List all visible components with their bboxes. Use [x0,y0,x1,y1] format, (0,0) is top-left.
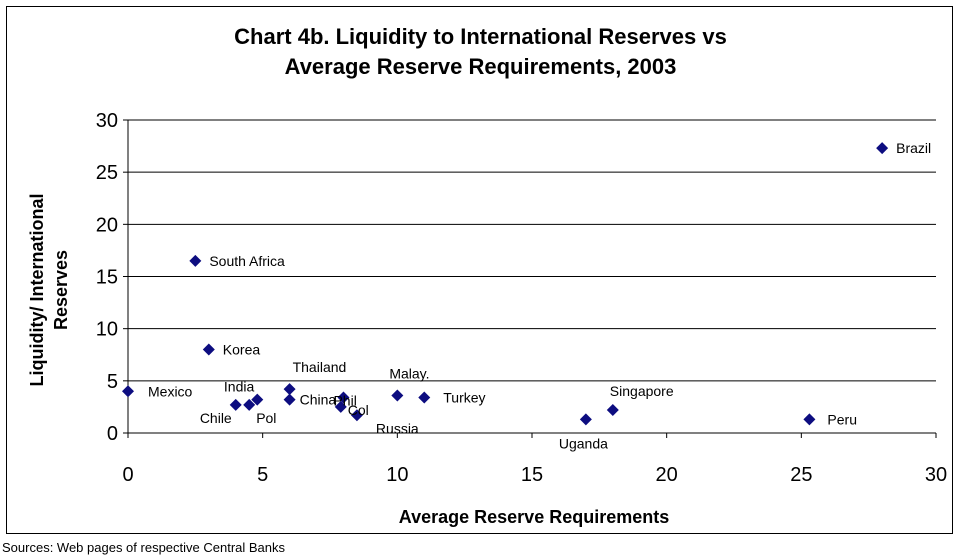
x-tick-label: 10 [386,464,408,486]
y-tick-label: 25 [96,162,118,184]
point-label: Russia [376,420,419,436]
point-label: Mexico [148,383,193,399]
y-axis-label-line2: Reserves [51,250,71,330]
point-label: Malay. [389,365,429,381]
x-tick-labels: 0 5 10 15 20 25 30 [122,464,947,486]
y-tick-label: 20 [96,214,118,236]
data-point [579,413,592,426]
y-tick-label: 0 [107,423,118,445]
data-point [606,404,619,417]
data-point [189,254,202,267]
x-tick-label: 15 [521,464,543,486]
data-points [122,142,889,426]
data-point [229,398,242,411]
data-point [876,142,889,155]
point-label: Singapore [610,383,674,399]
point-label: Phil [333,393,356,409]
point-label: Peru [827,411,857,427]
y-tick-label: 15 [96,267,118,289]
data-point [350,409,363,422]
y-axis-label: Liquidity/ International Reserves [27,194,71,387]
chart-frame [6,6,953,534]
point-label: Turkey [443,390,485,406]
point-labels: Brazil South Africa Korea Mexico Thailand Ind… [148,140,931,451]
point-label: India [224,379,255,395]
data-point [202,343,215,356]
data-point [418,391,431,404]
data-point [803,413,816,426]
point-label: Chile [200,410,232,426]
x-tick-label: 25 [790,464,812,486]
point-label: Korea [223,342,261,358]
x-axis-label: Average Reserve Requirements [399,507,669,527]
point-label: Col [348,402,369,418]
x-tick-label: 0 [122,464,133,486]
point-label: Thailand [293,359,347,375]
chart-title: Chart 4b. Liquidity to International Res… [0,22,961,82]
x-tick-label: 30 [925,464,947,486]
y-tick-label: 5 [107,371,118,393]
point-label: Pol [256,410,276,426]
point-label: Uganda [559,435,608,451]
data-point [283,383,296,396]
data-point [122,385,134,398]
data-point [334,400,347,413]
y-axis-label-line1: Liquidity/ International [27,194,47,387]
y-tick-label: 10 [96,319,118,341]
x-tick-label: 5 [257,464,268,486]
gridlines [128,119,936,382]
data-point [391,389,404,402]
data-point [243,398,256,411]
x-tick-label: 20 [656,464,678,486]
point-label: Brazil [896,140,931,156]
chart-title-line2: Average Reserve Requirements, 2003 [284,54,677,79]
y-tick-label: 30 [96,110,118,132]
data-point [283,393,296,406]
data-point [251,393,264,406]
data-point [337,391,350,404]
point-label: China [300,392,337,408]
axes [123,119,937,438]
point-label: South Africa [209,253,285,269]
y-tick-labels: 0 5 10 15 20 25 30 [96,110,118,445]
chart-title-line1: Chart 4b. Liquidity to International Res… [234,24,727,49]
source-note: Sources: Web pages of respective Central… [2,540,286,555]
